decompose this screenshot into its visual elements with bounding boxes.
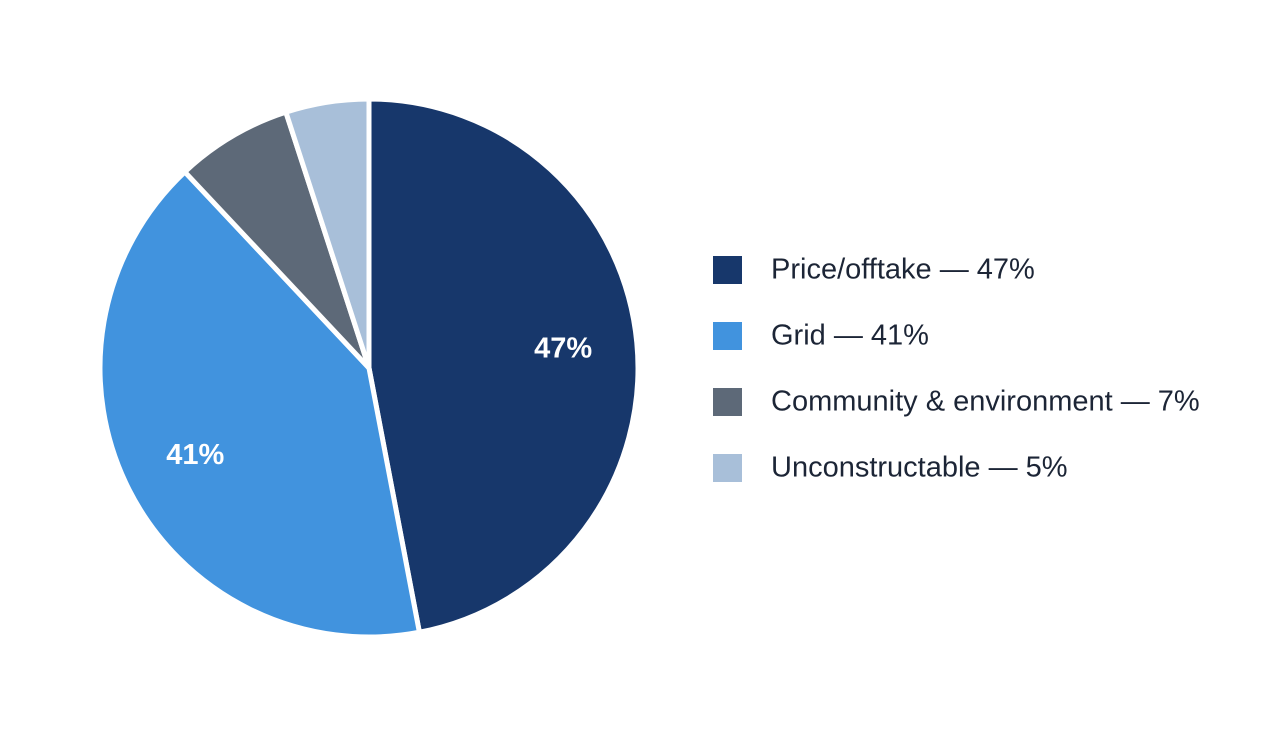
legend-swatch — [713, 454, 742, 482]
legend-swatch — [713, 322, 742, 350]
legend-label: Unconstructable — 5% — [771, 452, 1068, 484]
pie-slice — [366, 96, 641, 635]
legend-swatch — [713, 388, 742, 416]
slice-label: 41% — [166, 439, 224, 471]
legend-swatch — [713, 256, 742, 284]
legend-label: Grid — 41% — [771, 320, 929, 352]
pie-slice — [97, 169, 422, 640]
legend-label: Community & environment — 7% — [771, 386, 1200, 418]
pie-slice — [283, 96, 372, 371]
legend-label: Price/offtake — 47% — [771, 254, 1035, 286]
slice-label: 47% — [534, 332, 592, 364]
